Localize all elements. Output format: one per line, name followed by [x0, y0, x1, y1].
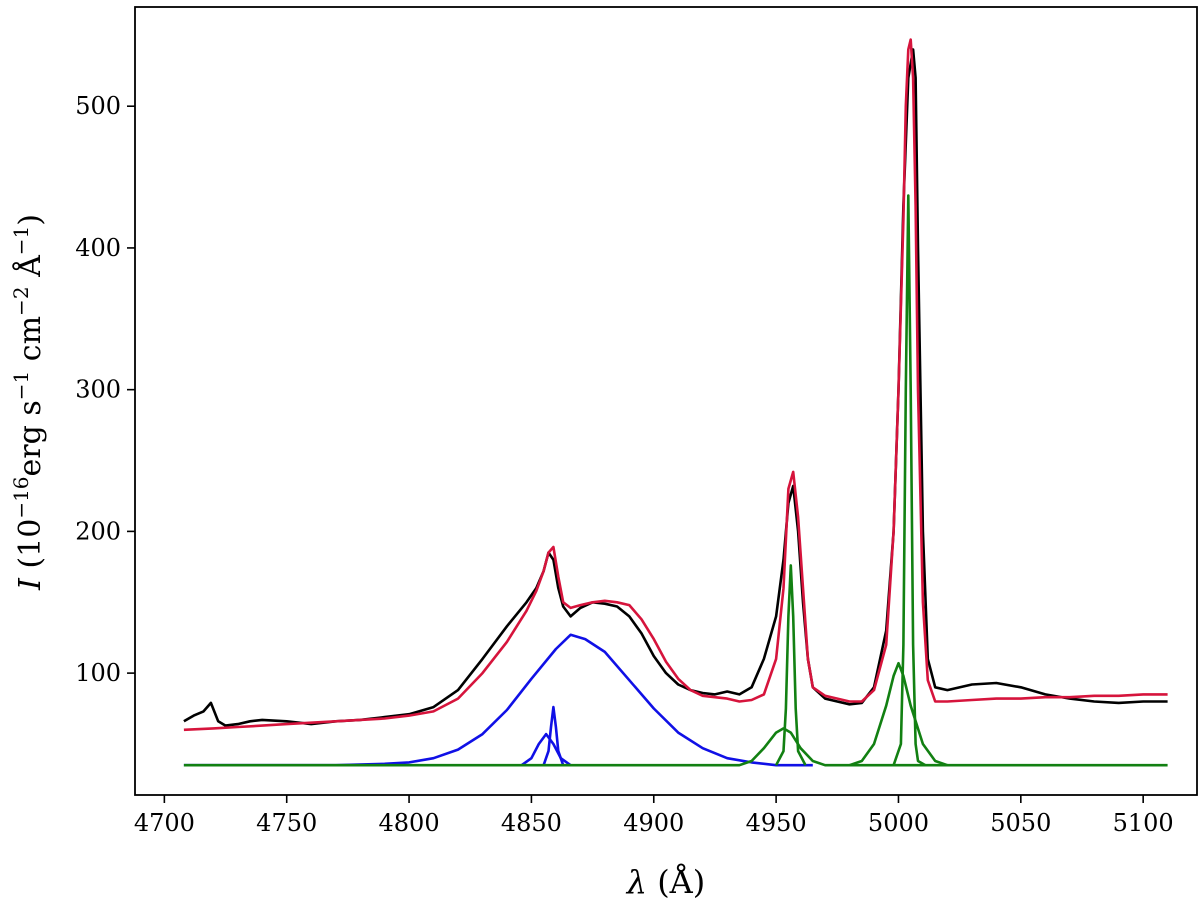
y-tick-label: 100: [75, 659, 121, 687]
x-axis-title: λ (Å): [625, 863, 706, 901]
y-tick-label: 500: [75, 92, 121, 120]
y-tick-label: 200: [75, 517, 121, 545]
ticks-layer: 4700 4750 4800 4850 4900 4950 5000 5050 5100 100 2…: [75, 92, 1174, 837]
x-tick-label: 4700: [134, 809, 195, 837]
y-axis-title: I (10−16erg s−1 cm−2 Å−1): [9, 214, 48, 591]
x-tick-label: 4800: [379, 809, 440, 837]
series-line-green-component-2: [774, 564, 807, 766]
series-line-green-component-3: [849, 661, 948, 767]
x-tick-label: 5100: [1113, 809, 1174, 837]
series-line-narrow-component-2: [542, 705, 565, 766]
y-tick-label: 300: [75, 376, 121, 404]
series-line-total-fit: [183, 38, 1168, 732]
plot-frame: [134, 6, 1198, 796]
y-tick-label: 400: [75, 234, 121, 262]
x-tick-label: 4850: [501, 809, 562, 837]
x-tick-label: 5050: [990, 809, 1051, 837]
svg-text:I (10−16erg s−1 cm−2 Å−1): I (10−16erg s−1 cm−2 Å−1): [9, 214, 48, 591]
x-tick-label: 4750: [256, 809, 317, 837]
x-tick-label: 5000: [868, 809, 929, 837]
series-line-broad-component: [183, 633, 813, 767]
series-line-green-component-4: [892, 194, 927, 767]
x-tick-label: 4900: [623, 809, 684, 837]
series-layer: [183, 38, 1168, 767]
x-tick-label: 4950: [746, 809, 807, 837]
